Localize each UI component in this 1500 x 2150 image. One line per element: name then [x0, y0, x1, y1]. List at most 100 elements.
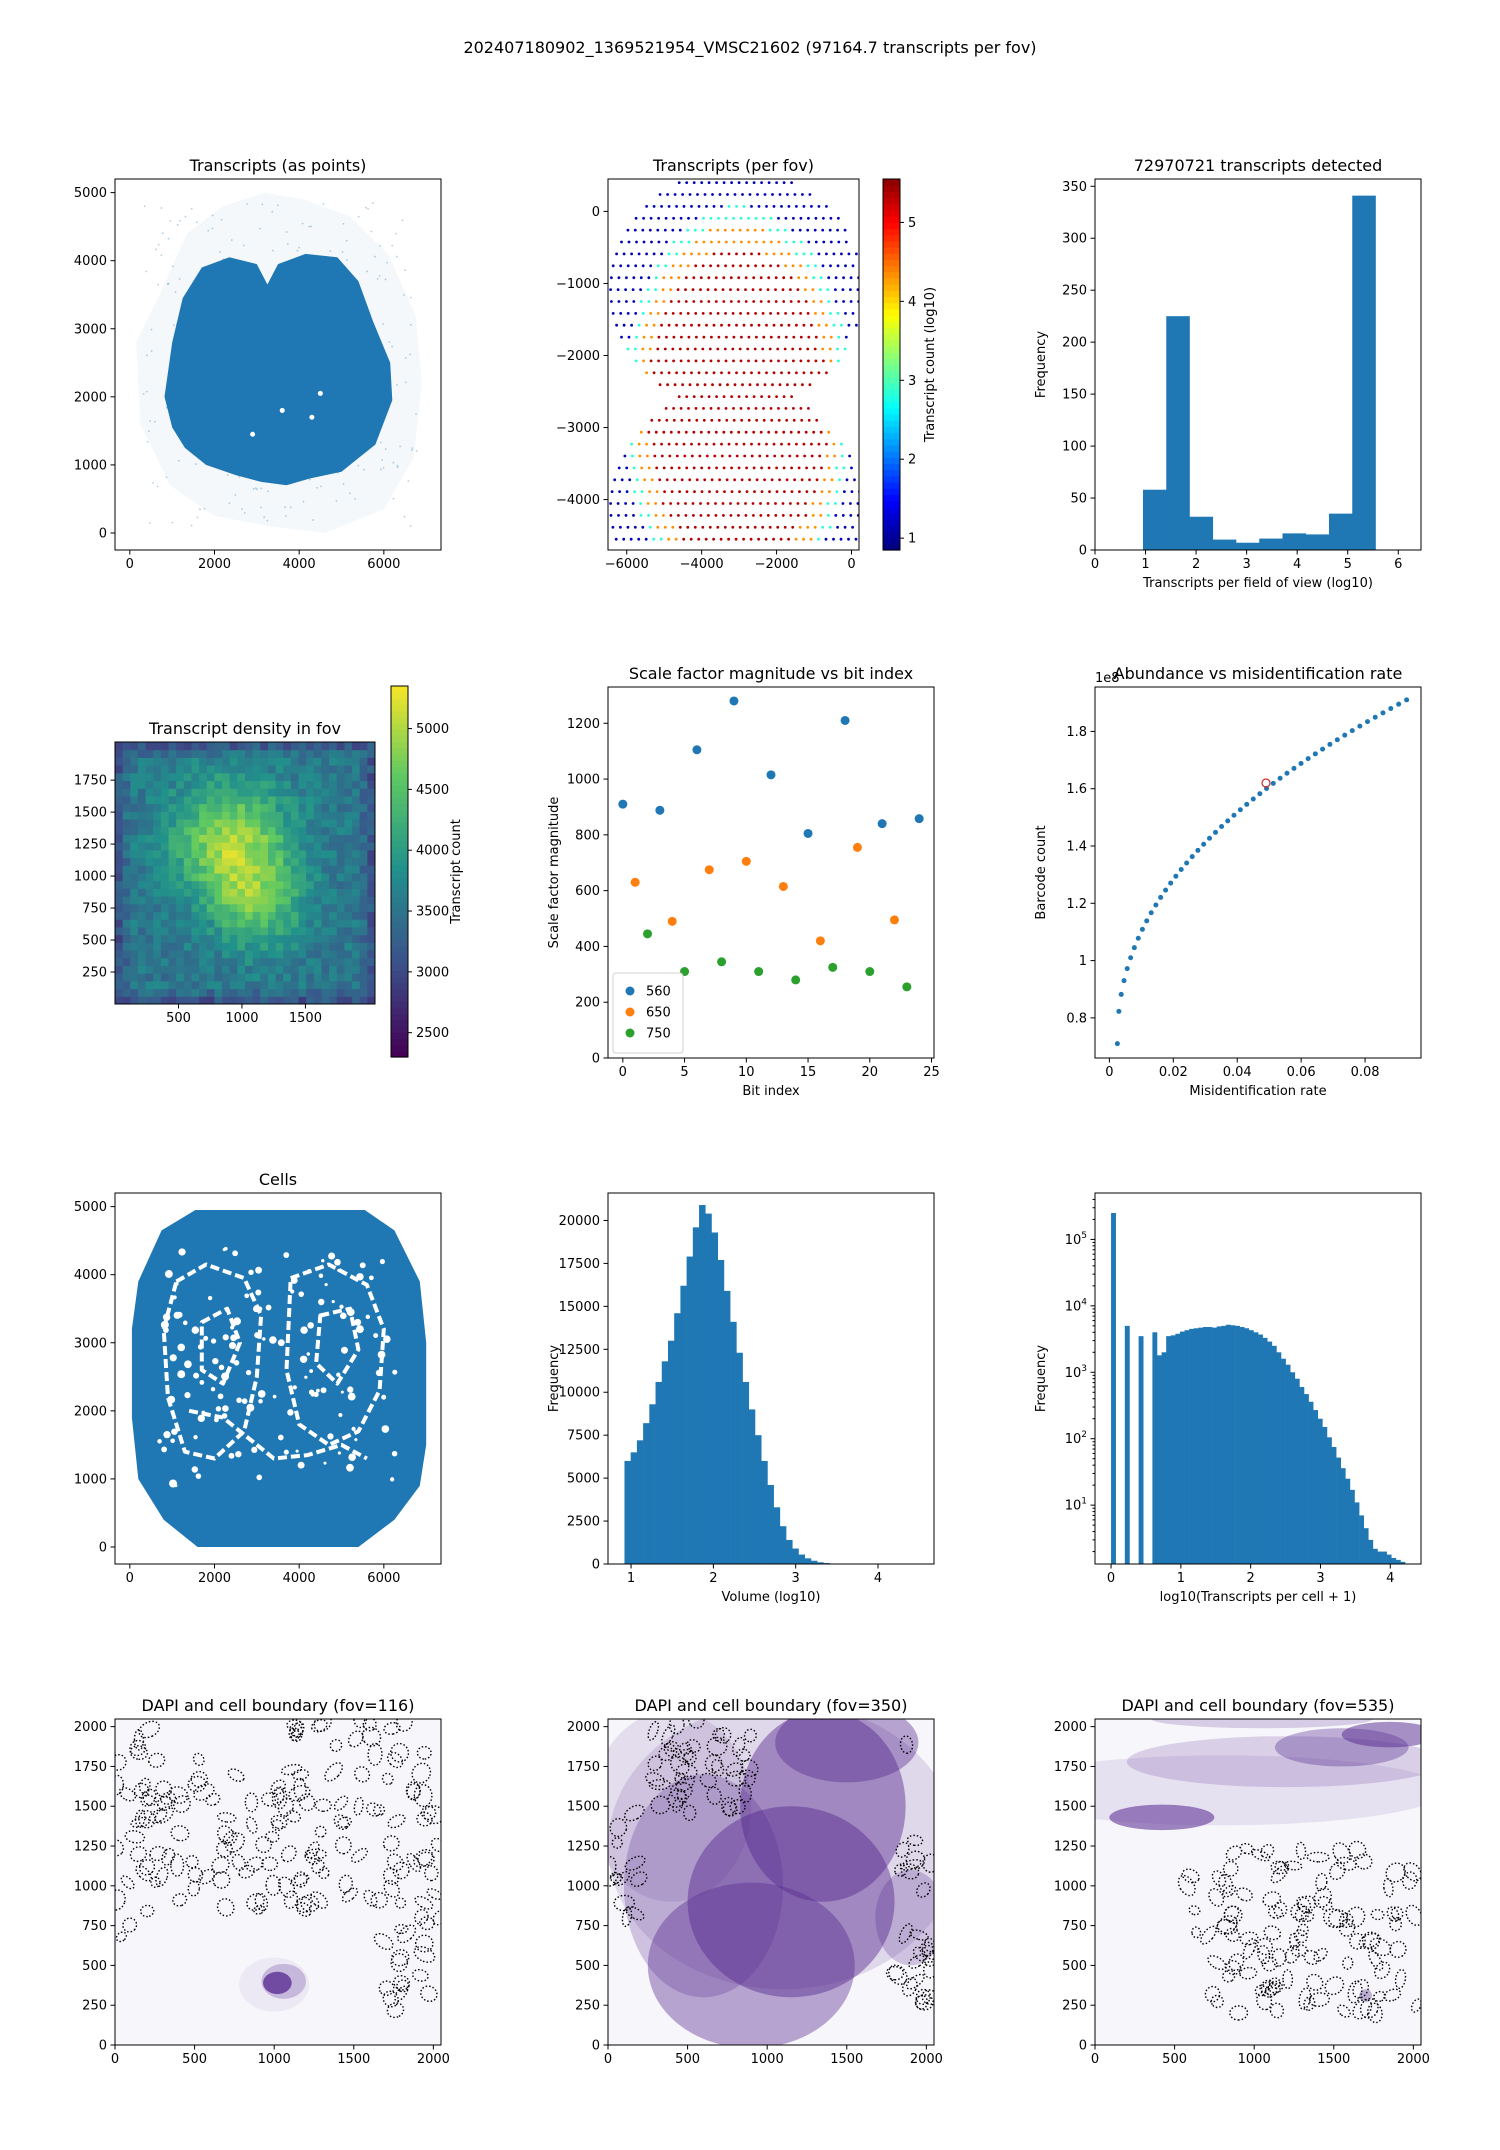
- p10-cell-boundary: [289, 1873, 310, 1887]
- p4-heatmap-cell: [153, 742, 162, 751]
- p8-xtick-label: 3: [792, 1571, 800, 1586]
- p4-heatmap-cell: [245, 834, 254, 843]
- p2-fov-point: [611, 264, 615, 268]
- p4-colorbar-segment: [391, 1001, 408, 1009]
- p2-fov-point: [731, 574, 734, 577]
- p3-xtick-label: 2: [1192, 557, 1200, 572]
- p10-cell-boundary: [173, 1795, 191, 1813]
- p2-colorbar-segment: [883, 519, 900, 526]
- p2-colorbar-segment: [883, 494, 900, 502]
- p9-bar: [1313, 1410, 1319, 1564]
- p2-fov-point: [669, 300, 673, 303]
- p12-cell-boundary: [1345, 1906, 1366, 1928]
- p4-heatmap-cell: [168, 849, 177, 859]
- p6-point: [1173, 873, 1179, 879]
- p4-heatmap-cell: [153, 973, 162, 982]
- p9-bar: [1299, 1387, 1305, 1564]
- p5-point-560: [840, 715, 850, 725]
- p4-heatmap-cell: [275, 819, 284, 828]
- p4-heatmap-cell: [153, 780, 162, 789]
- p4-heatmap-cell: [298, 826, 307, 835]
- p2-fov-point: [634, 574, 637, 577]
- p2-fov-point: [787, 205, 791, 208]
- p4-heatmap-cell: [313, 865, 322, 874]
- p4-heatmap-cell: [336, 857, 345, 866]
- p7-ytick-label: 3000: [74, 1336, 107, 1351]
- p10-cell-boundary: [414, 1908, 429, 1925]
- p2-fov-point: [720, 442, 723, 446]
- p1-point: [190, 207, 193, 210]
- p4-heatmap-cell: [191, 757, 200, 766]
- p4-heatmap-cell: [260, 911, 269, 920]
- p10-cell-boundary: [405, 1781, 422, 1800]
- p4-heatmap-cell: [283, 965, 292, 974]
- p4-heatmap-cell: [191, 957, 200, 966]
- p7-gap: [375, 1369, 383, 1377]
- p2-fov-point: [663, 347, 667, 351]
- p4-heatmap-cell: [137, 926, 147, 936]
- p4-heatmap-cell: [237, 849, 246, 859]
- p4-colorbar-segment: [391, 877, 408, 885]
- p4-heatmap-cell: [283, 911, 292, 920]
- p7-gap: [163, 1430, 171, 1439]
- p2-fov-point: [694, 264, 698, 268]
- p4-heatmap-cell: [130, 788, 139, 797]
- p12-cell-boundary: [1261, 1956, 1278, 1972]
- p4-heatmap-cell: [329, 765, 338, 774]
- p7-gap: [172, 1295, 177, 1300]
- p4-heatmap-cell: [214, 795, 223, 805]
- p2-fov-point: [806, 574, 809, 577]
- p2-fov-point: [659, 537, 663, 541]
- p2-fov-point: [825, 442, 828, 446]
- p2-fov-point: [704, 537, 708, 541]
- p10-ytick-label: 0: [99, 2039, 107, 2054]
- p10-cell-boundary: [193, 1783, 215, 1801]
- p2-fov-point: [754, 597, 757, 600]
- p6-point: [1270, 780, 1276, 786]
- p4-heatmap-cell: [115, 919, 124, 928]
- p6-point: [1207, 835, 1213, 841]
- p4-heatmap-cell: [367, 926, 375, 936]
- p4-heatmap-cell: [306, 942, 315, 951]
- p2-fov-point: [679, 597, 682, 600]
- p4-colorbar-segment: [391, 964, 408, 972]
- p4-heatmap-cell: [245, 849, 254, 859]
- p4-heatmap-cell: [168, 826, 177, 835]
- p4-heatmap-cell: [183, 942, 192, 951]
- p4-heatmap-cell: [206, 942, 215, 951]
- p2-fov-point: [807, 335, 811, 339]
- p4-heatmap-cell: [237, 957, 246, 966]
- p4-heatmap-cell: [214, 772, 223, 782]
- p7-gap: [277, 1339, 285, 1347]
- p4-heatmap-cell: [367, 934, 375, 943]
- p3-bar: [1189, 516, 1214, 550]
- p10-cell-boundary: [396, 1979, 410, 1993]
- p4-heatmap-cell: [176, 772, 185, 782]
- p4-colorbar-segment: [391, 933, 408, 941]
- p12-cell-boundary: [1271, 1948, 1287, 1967]
- p2-fov-point: [611, 312, 615, 315]
- p2-fov-point: [685, 395, 689, 398]
- p8-bar: [761, 1460, 768, 1564]
- p12-cell-boundary: [1338, 1918, 1356, 1937]
- p4-heatmap-cell: [237, 980, 246, 990]
- p10-dapi-signal: [261, 1963, 307, 1999]
- p11-cell-boundary: [682, 1804, 697, 1822]
- p7-gap: [212, 1357, 219, 1365]
- p2-fov-point: [620, 478, 624, 482]
- p2-fov-point: [746, 264, 750, 268]
- p4-heatmap-cell: [260, 803, 269, 812]
- p5-point-650: [667, 916, 677, 926]
- p4-heatmap-cell: [313, 942, 322, 951]
- p4-heatmap-cell: [344, 757, 353, 766]
- p4-heatmap-cell: [168, 842, 177, 851]
- p2-fov-point: [682, 252, 686, 256]
- p2-fov-point: [787, 537, 790, 541]
- p4-heatmap-cell: [367, 765, 375, 774]
- p2-fov-point: [761, 574, 764, 577]
- p4-heatmap-cell: [176, 973, 185, 982]
- p4-heatmap-cell: [122, 780, 131, 789]
- p9-bar: [1336, 1457, 1342, 1564]
- p2-fov-point: [666, 585, 669, 588]
- p4-heatmap-cell: [252, 795, 261, 805]
